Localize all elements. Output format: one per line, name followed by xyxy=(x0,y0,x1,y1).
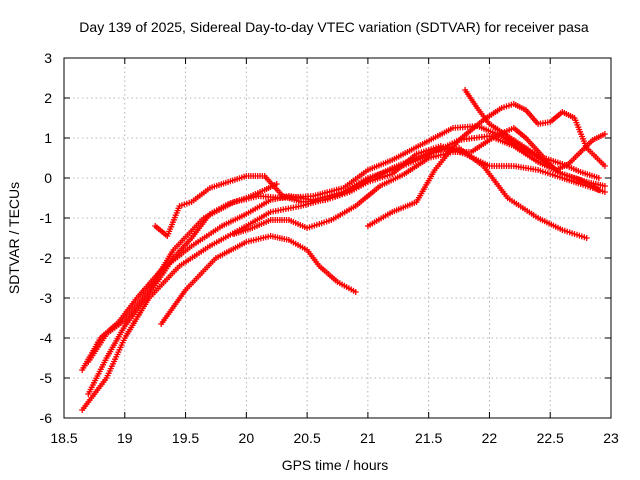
data-series-track-9 xyxy=(462,87,608,173)
y-axis-label: SDTVAR / TECUs xyxy=(6,182,22,294)
axis-ticks xyxy=(63,57,612,419)
plot-frame xyxy=(63,57,612,419)
x-tick-label: 22 xyxy=(482,430,498,446)
x-tick-label: 20 xyxy=(239,430,255,446)
chart-title: Day 139 of 2025, Sidereal Day-to-day VTE… xyxy=(79,19,589,35)
x-tick-labels: 18.5 19 19.5 20 20.5 21 21.5 22 22.5 23 xyxy=(50,430,619,446)
x-tick-label: 20.5 xyxy=(293,430,320,446)
data-series-track-6 xyxy=(152,143,608,239)
y-tick-label: -6 xyxy=(40,410,53,426)
data-series-layer xyxy=(79,87,608,413)
y-tick-label: 3 xyxy=(44,50,52,66)
data-series-track-5 xyxy=(85,181,280,397)
y-tick-label: 1 xyxy=(44,130,52,146)
y-tick-label: -2 xyxy=(40,250,53,266)
data-points xyxy=(231,125,602,237)
x-tick-label: 19 xyxy=(117,430,133,446)
x-tick-label: 23 xyxy=(603,430,619,446)
y-tick-label: 2 xyxy=(44,90,52,106)
data-points xyxy=(364,101,608,229)
data-series-track-8 xyxy=(364,101,608,229)
y-tick-label: -1 xyxy=(40,210,53,226)
x-tick-label: 21.5 xyxy=(415,430,442,446)
x-tick-label: 21 xyxy=(360,430,376,446)
x-tick-label: 19.5 xyxy=(172,430,199,446)
data-series-track-1 xyxy=(158,233,359,327)
x-tick-label: 22.5 xyxy=(537,430,564,446)
y-tick-label: -3 xyxy=(40,290,53,306)
data-points xyxy=(462,87,608,173)
x-tick-label: 18.5 xyxy=(50,430,77,446)
x-axis-label: GPS time / hours xyxy=(282,457,389,473)
y-tick-label: -4 xyxy=(40,330,53,346)
data-points xyxy=(85,181,280,397)
y-tick-label: -5 xyxy=(40,370,53,386)
y-tick-label: 0 xyxy=(44,170,52,186)
data-series-track-7 xyxy=(231,125,602,237)
data-points xyxy=(152,143,608,239)
data-points xyxy=(158,233,359,327)
y-tick-labels: -6 -5 -4 -3 -2 -1 0 1 2 3 xyxy=(40,50,53,426)
